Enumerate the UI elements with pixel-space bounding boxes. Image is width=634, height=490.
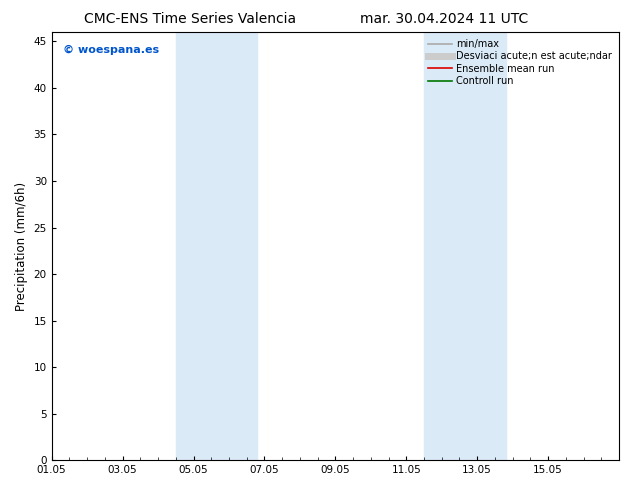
Text: © woespana.es: © woespana.es bbox=[63, 45, 159, 55]
Text: mar. 30.04.2024 11 UTC: mar. 30.04.2024 11 UTC bbox=[359, 12, 528, 26]
Legend: min/max, Desviaci acute;n est acute;ndar, Ensemble mean run, Controll run: min/max, Desviaci acute;n est acute;ndar… bbox=[424, 35, 616, 90]
Text: CMC-ENS Time Series Valencia: CMC-ENS Time Series Valencia bbox=[84, 12, 296, 26]
Bar bbox=[176, 32, 257, 460]
Y-axis label: Precipitation (mm/6h): Precipitation (mm/6h) bbox=[15, 182, 28, 311]
Bar bbox=[424, 32, 505, 460]
